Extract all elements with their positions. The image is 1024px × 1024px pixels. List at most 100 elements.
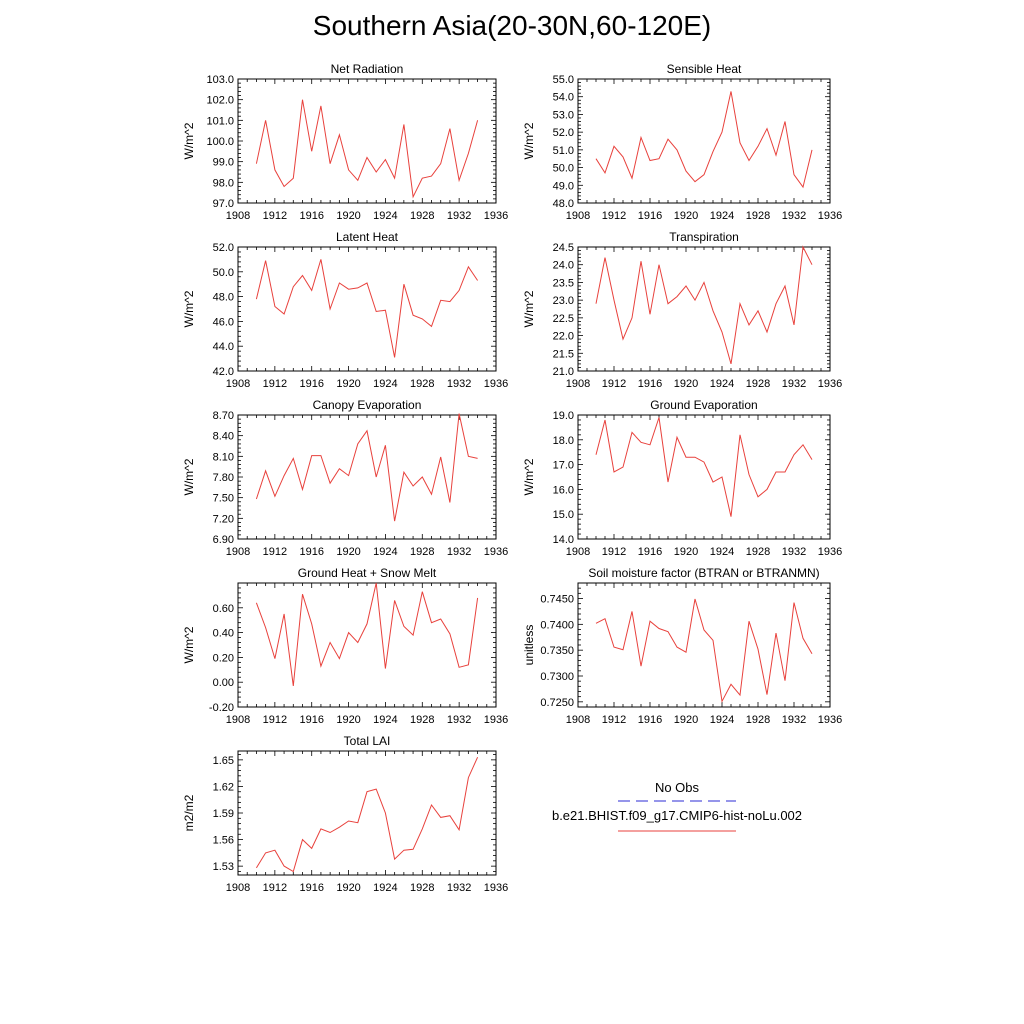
panel-title: Net Radiation: [331, 62, 404, 76]
x-tick-label: 1912: [263, 210, 287, 222]
y-tick-label: 17.0: [553, 460, 574, 472]
x-tick-label: 1908: [566, 210, 590, 222]
y-tick-label: 14.0: [553, 534, 574, 546]
x-tick-label: 1924: [710, 210, 734, 222]
x-tick-label: 1936: [484, 378, 508, 390]
y-axis-label: W/m^2: [182, 458, 196, 495]
y-axis-label: W/m^2: [522, 458, 536, 495]
panel-1: Sensible Heat W/m^2 1908 1912 1916 1920 1924 19…: [522, 62, 842, 222]
series-line: [595, 417, 813, 517]
x-tick-label: 1928: [410, 882, 434, 894]
legend-label-obs: No Obs: [655, 780, 700, 795]
y-tick-label: 48.0: [553, 198, 574, 210]
y-tick-label: 7.50: [213, 493, 234, 505]
x-tick-label: 1912: [602, 546, 626, 558]
x-tick-label: 1908: [566, 546, 590, 558]
y-tick-label: 50.0: [213, 267, 234, 279]
x-tick-label: 1932: [782, 210, 806, 222]
x-tick-label: 1924: [373, 546, 397, 558]
x-tick-label: 1916: [638, 714, 662, 726]
y-tick-label: 0.40: [213, 628, 234, 640]
y-tick-label: 48.0: [213, 292, 234, 304]
panel-title: Ground Heat + Snow Melt: [298, 566, 437, 580]
y-tick-label: 0.7250: [540, 697, 574, 709]
y-tick-label: 16.0: [553, 484, 574, 496]
x-tick-label: 1932: [782, 546, 806, 558]
panel-0: Net Radiation W/m^2 1908 1912 1916 1920 1924 19…: [182, 62, 508, 222]
x-tick-label: 1924: [373, 378, 397, 390]
y-tick-label: 22.0: [553, 331, 574, 343]
series-line: [255, 259, 479, 358]
x-tick-label: 1924: [710, 378, 734, 390]
y-tick-label: 0.60: [213, 603, 234, 615]
x-tick-label: 1912: [602, 378, 626, 390]
y-tick-label: 49.0: [553, 180, 574, 192]
y-tick-label: 53.0: [553, 109, 574, 121]
y-tick-label: 0.7350: [540, 645, 574, 657]
plot-frame: [577, 582, 831, 708]
y-tick-label: 23.0: [553, 295, 574, 307]
x-tick-label: 1924: [373, 882, 397, 894]
y-tick-label: 23.5: [553, 277, 574, 289]
x-tick-label: 1916: [299, 378, 323, 390]
x-tick-label: 1920: [336, 882, 360, 894]
y-tick-label: 1.59: [213, 808, 234, 820]
x-tick-label: 1936: [484, 210, 508, 222]
y-tick-label: 52.0: [553, 127, 574, 139]
y-tick-label: 8.70: [213, 410, 234, 422]
y-tick-label: 98.0: [213, 177, 234, 189]
y-axis-label: W/m^2: [522, 290, 536, 327]
plot-frame: [577, 78, 831, 204]
x-tick-label: 1932: [447, 882, 471, 894]
x-tick-label: 1932: [782, 378, 806, 390]
x-tick-label: 1916: [299, 546, 323, 558]
y-tick-label: 1.65: [213, 755, 234, 767]
panel-6: Ground Heat + Snow Melt W/m^2 1908 1912 1916…: [182, 566, 508, 726]
series-line: [595, 245, 813, 365]
y-tick-label: 7.80: [213, 472, 234, 484]
x-tick-label: 1936: [484, 714, 508, 726]
panel-title: Canopy Evaporation: [313, 398, 422, 412]
y-tick-label: 50.0: [553, 163, 574, 175]
y-tick-label: 21.5: [553, 348, 574, 360]
panel-3: Transpiration W/m^2 1908 1912 1916 1920 1924 19…: [522, 230, 842, 390]
y-tick-label: 6.90: [213, 534, 234, 546]
x-tick-label: 1924: [710, 546, 734, 558]
panel-title: Total LAI: [344, 734, 391, 748]
x-tick-label: 1916: [299, 882, 323, 894]
y-tick-label: 46.0: [213, 316, 234, 328]
x-tick-label: 1924: [373, 210, 397, 222]
legend: No Obs b.e21.BHIST.f09_g17.CMIP6-hist-noL…: [552, 780, 802, 832]
x-tick-label: 1908: [566, 714, 590, 726]
x-tick-label: 1916: [299, 210, 323, 222]
x-tick-label: 1912: [602, 714, 626, 726]
y-tick-label: 102.0: [206, 95, 234, 107]
y-tick-label: 54.0: [553, 92, 574, 104]
x-tick-label: 1912: [602, 210, 626, 222]
x-tick-label: 1912: [263, 546, 287, 558]
plot-frame: [577, 414, 831, 540]
x-tick-label: 1924: [710, 714, 734, 726]
panel-title: Latent Heat: [336, 230, 399, 244]
x-tick-label: 1928: [410, 714, 434, 726]
y-tick-label: 1.56: [213, 835, 234, 847]
y-tick-label: 24.5: [553, 242, 574, 254]
y-tick-label: 24.0: [553, 260, 574, 272]
y-tick-label: 1.53: [213, 861, 234, 873]
y-axis-label: W/m^2: [182, 626, 196, 663]
y-axis-label: m2/m2: [182, 794, 196, 831]
legend-label-case: b.e21.BHIST.f09_g17.CMIP6-hist-noLu.002: [552, 808, 802, 823]
x-tick-label: 1928: [746, 714, 770, 726]
x-tick-label: 1920: [336, 378, 360, 390]
y-tick-label: 8.40: [213, 431, 234, 443]
y-tick-label: 19.0: [553, 410, 574, 422]
x-tick-label: 1936: [484, 882, 508, 894]
y-tick-label: 44.0: [213, 341, 234, 353]
y-tick-label: 42.0: [213, 366, 234, 378]
plot-frame: [237, 582, 497, 708]
panel-5: Ground Evaporation W/m^2 1908 1912 1916 1920 1…: [522, 398, 842, 558]
x-tick-label: 1908: [226, 378, 250, 390]
y-tick-label: 22.5: [553, 313, 574, 325]
x-tick-label: 1928: [410, 378, 434, 390]
